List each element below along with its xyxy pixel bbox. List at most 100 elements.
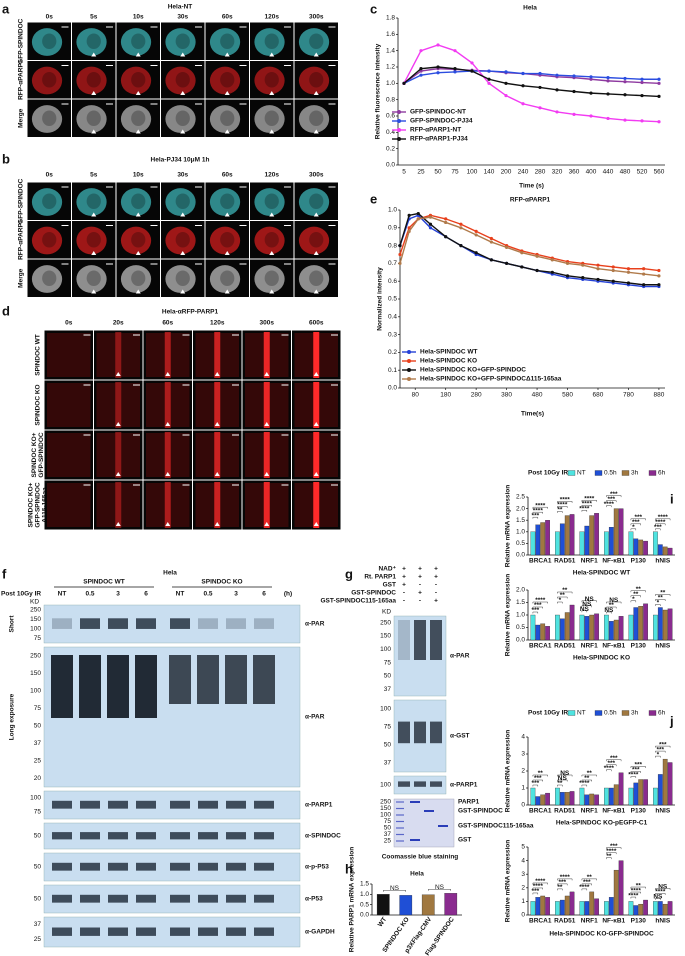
treatment-label: Post 10Gy IR xyxy=(1,591,41,598)
blot-band xyxy=(52,894,72,903)
legend-label: Hela-SPINDOC KO+GFP-SPINDOCΔ115-165aa xyxy=(420,376,562,383)
bar xyxy=(376,894,390,916)
micrograph xyxy=(94,330,143,380)
nucleus xyxy=(309,232,324,248)
kd-marker: 50 xyxy=(34,722,42,729)
data-point xyxy=(555,88,559,92)
coomassie-gel xyxy=(393,798,455,848)
data-point xyxy=(505,261,509,265)
x-tick-label: hNIS xyxy=(655,918,670,925)
blot-band xyxy=(52,800,72,809)
bar xyxy=(613,784,619,806)
cell xyxy=(120,226,152,255)
arrowhead xyxy=(165,422,171,426)
bar xyxy=(584,901,590,916)
arrowhead xyxy=(313,372,319,376)
bar xyxy=(555,614,560,641)
bar xyxy=(628,901,634,916)
significance-bracket xyxy=(581,500,597,502)
y-tick-label: 2.0 xyxy=(516,587,525,594)
x-tick-label: P130 xyxy=(631,918,647,925)
y-tick-label: 0 xyxy=(521,912,525,919)
stripe xyxy=(214,482,221,528)
antibody-label: α-GST xyxy=(450,733,470,740)
data-point xyxy=(428,215,433,219)
y-tick-label: 1.2 xyxy=(386,64,395,71)
cell xyxy=(76,188,107,216)
row-label: GFP-SPINDOC xyxy=(18,18,25,63)
bar xyxy=(608,527,614,556)
blot-band xyxy=(398,620,410,660)
bar xyxy=(589,515,595,556)
y-tick-label: 0.9 xyxy=(388,225,397,232)
blot-band xyxy=(136,862,156,871)
condition-mark: + xyxy=(418,590,422,597)
x-tick-label: NF-κB1 xyxy=(602,918,625,925)
nucleus xyxy=(220,232,235,248)
significance-label: *** xyxy=(634,514,642,521)
arrowhead xyxy=(135,91,141,95)
arrowhead xyxy=(135,289,141,294)
group-label: SPINDOC KO xyxy=(201,579,242,586)
y-tick-label: 4 xyxy=(521,734,525,741)
lane-label: NT xyxy=(58,591,67,598)
bar xyxy=(559,899,565,916)
arrowhead xyxy=(313,422,319,426)
bar xyxy=(613,869,619,916)
row-label: Merge xyxy=(18,268,25,288)
significance-bracket xyxy=(630,896,636,899)
data-point xyxy=(606,76,610,80)
data-point xyxy=(489,240,493,244)
data-point xyxy=(596,263,600,267)
bar xyxy=(569,604,575,641)
data-point xyxy=(416,217,420,221)
cell xyxy=(96,433,140,477)
blot-band xyxy=(136,927,156,936)
significance-label: *** xyxy=(654,524,662,531)
data-point xyxy=(398,261,402,265)
significance-label: *** xyxy=(659,741,667,748)
significance-label: *** xyxy=(532,512,540,519)
arrowhead xyxy=(269,289,275,294)
significance-label: *** xyxy=(534,775,542,782)
x-tick-label: P130 xyxy=(631,558,647,565)
significance-bracket xyxy=(655,594,671,596)
significance-bracket xyxy=(532,611,538,614)
kd-marker: 250 xyxy=(30,606,41,613)
bar xyxy=(399,895,413,916)
legend-label: 3h xyxy=(631,710,639,717)
blot-band xyxy=(430,620,442,660)
blot-band xyxy=(80,800,100,809)
ladder-band xyxy=(396,814,404,816)
data-point xyxy=(428,226,433,230)
significance-bracket xyxy=(630,595,641,598)
significance-bracket xyxy=(532,887,543,890)
bar xyxy=(555,787,560,806)
arrowhead xyxy=(180,251,186,255)
data-point xyxy=(398,244,402,248)
cell xyxy=(31,226,63,255)
significance-bracket xyxy=(581,784,587,787)
significance-label: **** xyxy=(604,501,615,508)
y-axis-label: Relative fluorescence intensity xyxy=(375,43,382,139)
legend-label: GFP-SPINDOC-NT xyxy=(410,109,466,116)
bar xyxy=(667,608,673,641)
panel-label: i xyxy=(670,491,674,506)
cell xyxy=(209,188,241,216)
stripe xyxy=(164,482,171,528)
blot-band xyxy=(170,618,190,629)
data-point xyxy=(640,77,644,81)
bar xyxy=(618,772,624,806)
y-axis-label: Relative mRNA expression xyxy=(505,840,512,923)
blot-band xyxy=(398,721,410,744)
data-point xyxy=(474,233,478,237)
legend-label: Hela-SPINDOC WT xyxy=(420,349,477,356)
column-header: 10s xyxy=(133,14,144,21)
nucleus xyxy=(42,110,57,126)
y-tick-label: 1.8 xyxy=(386,15,395,22)
bar xyxy=(613,508,619,556)
cell xyxy=(96,383,140,427)
data-point xyxy=(398,252,402,257)
data-point xyxy=(589,75,593,79)
legend-label: GFP-SPINDOC-PJ34 xyxy=(410,118,473,125)
